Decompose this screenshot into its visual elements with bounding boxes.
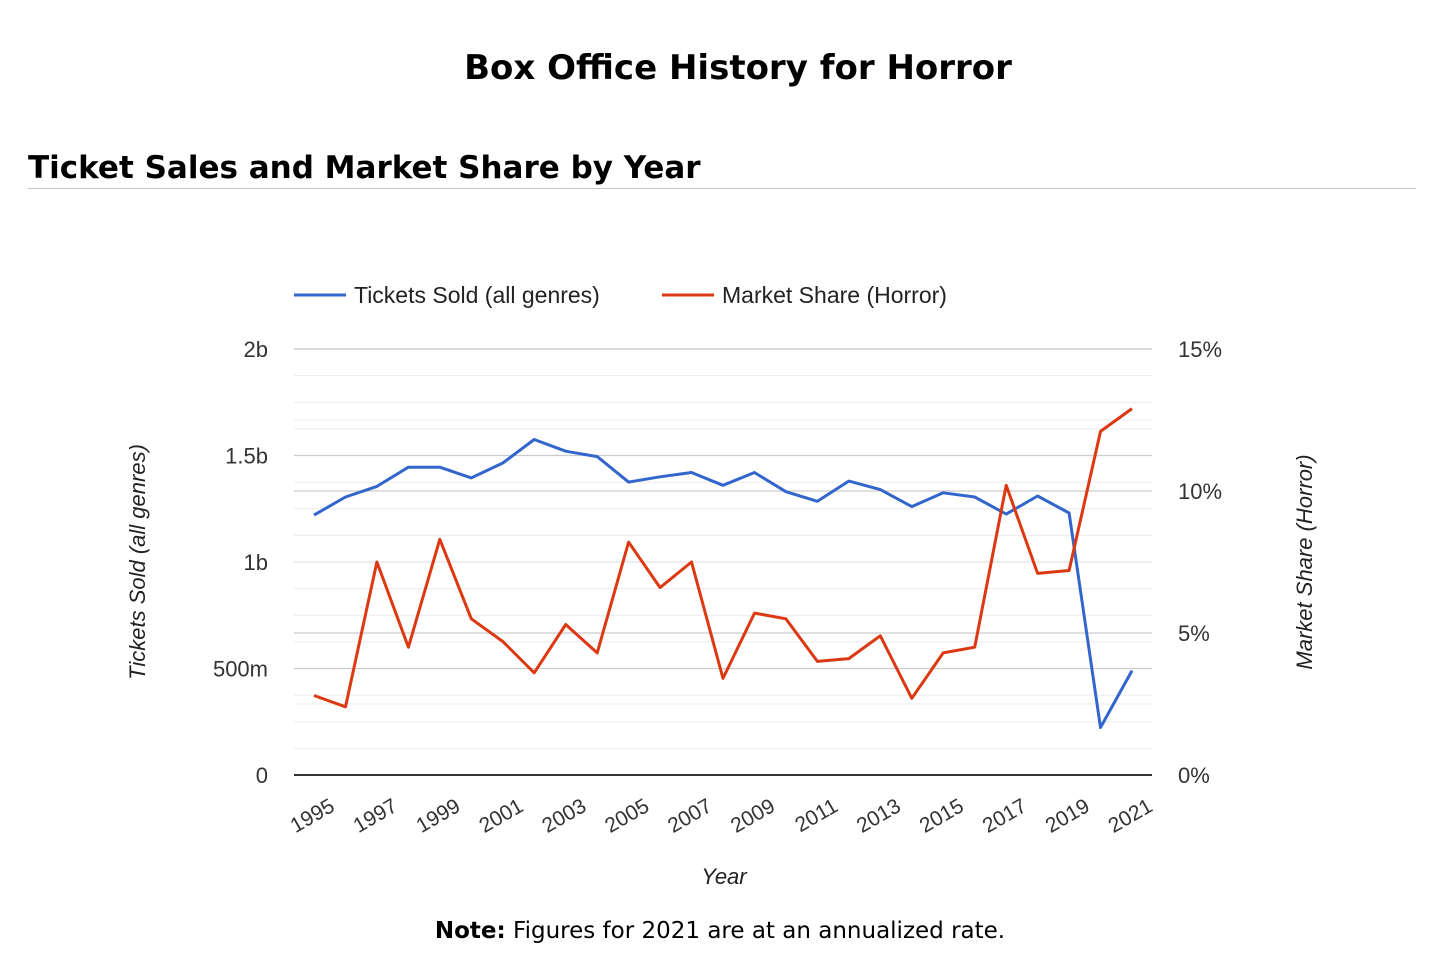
x-tick-label: 1997: [349, 794, 401, 837]
left-axis-label: Tickets Sold (all genres): [125, 444, 150, 680]
right-tick-label: 10%: [1178, 479, 1222, 504]
section-title: Ticket Sales and Market Share by Year: [28, 150, 701, 186]
left-axis-ticks: 0 500m 1b 1.5b 2b: [213, 337, 268, 788]
legend-label: Tickets Sold (all genres): [354, 282, 600, 308]
gridlines: [294, 348, 1152, 749]
x-tick-label: 2005: [601, 794, 653, 837]
series-line: [313, 438, 1134, 729]
x-tick-label: 2007: [664, 794, 716, 837]
chart-legend: Tickets Sold (all genres) Market Share (H…: [294, 282, 947, 308]
left-tick-label: 1.5b: [225, 444, 268, 469]
series-lines: [313, 407, 1134, 729]
footnote: Note: Figures for 2021 are at an annuali…: [0, 918, 1440, 944]
right-tick-label: 0%: [1178, 763, 1210, 788]
x-tick-label: 2015: [916, 794, 968, 837]
x-tick-label: 2021: [1105, 794, 1157, 837]
x-tick-label: 2019: [1042, 794, 1094, 837]
left-tick-label: 0: [256, 763, 268, 788]
x-tick-label: 2017: [979, 794, 1031, 837]
x-tick-label: 2009: [727, 794, 779, 837]
series-line: [313, 407, 1133, 709]
x-axis-label: Year: [701, 864, 748, 889]
page-title: Box Office History for Horror: [464, 48, 1012, 88]
note-label: Note:: [434, 918, 506, 944]
left-tick-label: 1b: [244, 550, 268, 575]
right-axis-label: Market Share (Horror): [1292, 454, 1317, 669]
right-tick-label: 15%: [1178, 337, 1222, 362]
x-tick-label: 2001: [475, 794, 527, 837]
x-tick-label: 2003: [538, 794, 590, 837]
section-divider: [28, 188, 1416, 189]
right-axis-ticks: 0% 5% 10% 15%: [1178, 337, 1222, 788]
x-tick-label: 1999: [412, 794, 464, 837]
x-tick-label: 2011: [791, 794, 842, 837]
left-tick-label: 2b: [244, 337, 268, 362]
x-axis-ticks: 1995 1997 1999 2001 2003 2005 2007 2009 2011 2013…: [287, 794, 1157, 837]
x-tick-label: 2013: [853, 794, 905, 837]
left-tick-label: 500m: [213, 657, 268, 682]
note-text: Figures for 2021 are at an annualized ra…: [513, 918, 1006, 944]
legend-label: Market Share (Horror): [722, 282, 947, 308]
right-tick-label: 5%: [1178, 621, 1210, 646]
x-tick-label: 1995: [287, 794, 339, 837]
